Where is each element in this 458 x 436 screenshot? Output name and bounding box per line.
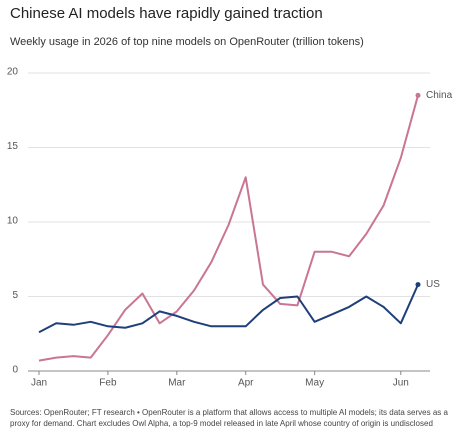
chart-subtitle: Weekly usage in 2026 of top nine models … (10, 36, 364, 48)
series-label: US (426, 279, 440, 290)
series-line (38, 95, 419, 362)
x-tick-label: Apr (238, 378, 254, 389)
y-tick-label: 10 (7, 216, 19, 227)
end-point (415, 92, 421, 98)
y-tick-label: 0 (12, 365, 18, 376)
end-point (415, 282, 421, 288)
y-tick-label: 20 (7, 67, 19, 78)
series-line (38, 284, 419, 334)
x-tick-label: Jun (393, 378, 409, 389)
y-tick-label: 5 (12, 290, 18, 301)
chart: Chinese AI models have rapidly gained tr… (7, 5, 453, 389)
x-tick-label: May (305, 378, 324, 389)
x-tick-label: Jan (31, 378, 47, 389)
chart-title: Chinese AI models have rapidly gained tr… (10, 5, 323, 22)
x-tick-label: Feb (99, 378, 117, 389)
series-label: China (426, 90, 453, 101)
source-note: Sources: OpenRouter; FT research • OpenR… (10, 408, 448, 428)
x-tick-label: Mar (168, 378, 186, 389)
y-tick-label: 15 (7, 141, 19, 152)
